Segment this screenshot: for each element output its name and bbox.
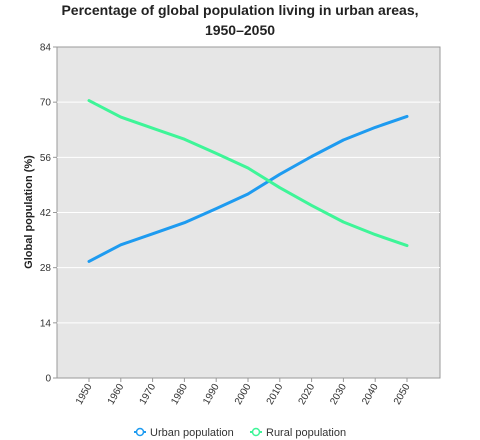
legend-swatch-marker [251, 427, 261, 437]
x-tick-label: 2050 [392, 382, 413, 407]
x-tick-label: 2010 [265, 382, 286, 407]
y-tick-label: 28 [40, 263, 52, 274]
x-tick-label: 1990 [201, 382, 222, 407]
legend-label: Urban population [150, 427, 234, 439]
x-tick-label: 2030 [328, 382, 349, 407]
gridlines [57, 101, 440, 324]
x-tick-label: 1970 [138, 382, 159, 407]
series-lines [87, 99, 409, 263]
legend-label: Rural population [266, 427, 346, 439]
y-tick-label: 42 [40, 208, 52, 219]
y-axis-ticks: 0 14 28 42 56 70 84 [40, 43, 57, 385]
series-line-urban [87, 114, 409, 263]
x-axis-ticks: 1950 1960 1970 1980 1990 2000 2010 2020 2030 2040… [74, 378, 413, 407]
series-line-rural [87, 99, 409, 248]
x-tick-label: 1960 [106, 382, 127, 407]
y-tick-label: 84 [40, 43, 52, 54]
chart-title-line2: 1950–2050 [204, 22, 276, 38]
legend: Urban population Rural population [134, 427, 346, 439]
x-tick-label: 2000 [233, 382, 254, 407]
chart-title-line1: Percentage of global population living i… [61, 2, 419, 18]
y-tick-label: 0 [45, 374, 51, 385]
y-tick-label: 14 [40, 318, 52, 329]
x-tick-label: 2020 [297, 382, 318, 407]
x-tick-label: 2040 [360, 382, 381, 407]
chart-title: Percentage of global population living i… [0, 0, 480, 40]
x-tick-label: 1950 [74, 382, 95, 407]
y-axis-label: Global population (%) [23, 155, 35, 269]
y-tick-label: 70 [40, 98, 52, 109]
x-tick-label: 1980 [169, 382, 190, 407]
legend-swatch-marker [135, 427, 145, 437]
y-tick-label: 56 [40, 153, 52, 164]
